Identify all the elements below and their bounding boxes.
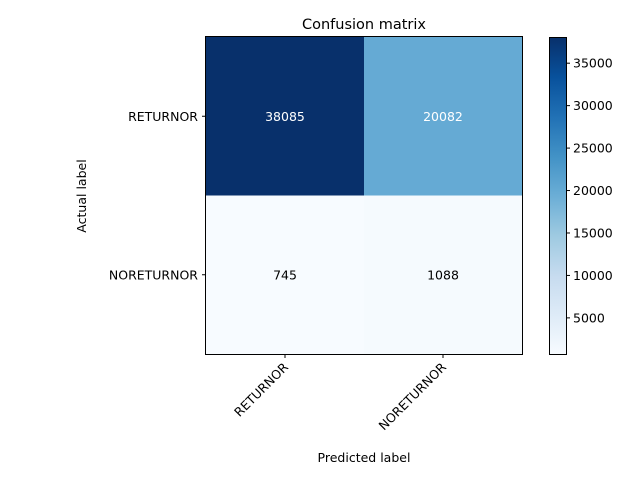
x-axis-label: Predicted label (318, 450, 411, 465)
heatmap-cell-labels: 38085 20082 745 1088 (265, 109, 463, 283)
colorbar-ticks: 5000 10000 15000 20000 25000 30000 35000 (566, 56, 613, 325)
colorbar-tick-label: 25000 (573, 141, 613, 156)
heatmap-cell (364, 195, 523, 355)
colorbar-tick-label: 15000 (573, 225, 613, 240)
chart-title: Confusion matrix (302, 17, 426, 33)
colorbar (549, 37, 567, 355)
colorbar-tick-label: 5000 (573, 310, 605, 325)
colorbar-tick-label: 35000 (573, 56, 613, 71)
y-axis-ticks: RETURNOR NORETURNOR (109, 109, 206, 282)
heatmap-cell-label: 1088 (427, 267, 459, 282)
heatmap-cell (206, 195, 365, 355)
heatmap-frame (205, 36, 523, 355)
y-tick-label: RETURNOR (128, 109, 198, 124)
colorbar-tick-label: 30000 (573, 98, 613, 113)
heatmap-cell-label: 745 (273, 267, 297, 282)
heatmap-cell (206, 37, 365, 196)
heatmap-cell-label: 20082 (423, 109, 463, 124)
colorbar-tick-label: 20000 (573, 183, 613, 198)
y-tick-label: NORETURNOR (109, 267, 198, 282)
heatmap-cells (206, 37, 523, 355)
y-axis-label: Actual label (74, 159, 89, 232)
heatmap-cell-label: 38085 (265, 109, 305, 124)
heatmap-cell (364, 37, 523, 196)
colorbar-tick-label: 10000 (573, 268, 613, 283)
